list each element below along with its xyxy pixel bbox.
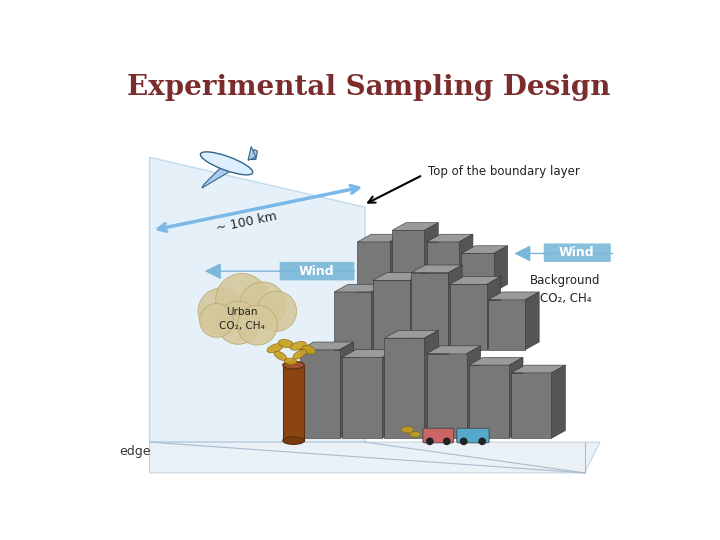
Circle shape (217, 301, 260, 345)
Circle shape (216, 273, 268, 326)
Polygon shape (248, 150, 257, 159)
Bar (427, 242, 459, 292)
FancyBboxPatch shape (456, 428, 489, 443)
Polygon shape (450, 276, 500, 284)
Text: edge: edge (119, 445, 150, 458)
Polygon shape (449, 265, 462, 354)
Ellipse shape (290, 341, 307, 350)
Polygon shape (526, 292, 539, 350)
FancyBboxPatch shape (544, 244, 611, 262)
Bar (300, 350, 340, 438)
Polygon shape (248, 146, 256, 160)
Polygon shape (459, 234, 473, 292)
Circle shape (240, 282, 286, 328)
Polygon shape (300, 342, 354, 350)
Polygon shape (494, 246, 508, 292)
Bar (392, 231, 425, 292)
Polygon shape (410, 273, 423, 354)
Text: Wind: Wind (299, 265, 335, 278)
Polygon shape (392, 222, 438, 231)
Ellipse shape (267, 343, 283, 353)
Text: Urban
CO₂, CH₄: Urban CO₂, CH₄ (219, 307, 265, 331)
Bar (469, 365, 509, 438)
Polygon shape (487, 276, 500, 350)
Text: ~ 100 km: ~ 100 km (215, 210, 279, 235)
Circle shape (198, 288, 244, 334)
Circle shape (460, 437, 467, 445)
Bar (342, 357, 382, 438)
Polygon shape (425, 330, 438, 438)
Polygon shape (150, 442, 600, 473)
Text: Wind: Wind (559, 246, 595, 259)
Circle shape (256, 291, 297, 331)
Polygon shape (372, 284, 385, 354)
Polygon shape (552, 365, 565, 438)
Ellipse shape (283, 437, 305, 444)
FancyBboxPatch shape (279, 262, 354, 280)
Ellipse shape (410, 431, 420, 437)
Bar (411, 273, 449, 354)
Text: Background
CO₂, CH₄: Background CO₂, CH₄ (530, 274, 600, 305)
Text: Experimental Sampling Design: Experimental Sampling Design (127, 75, 611, 102)
Polygon shape (411, 265, 462, 273)
Bar (462, 253, 494, 292)
Circle shape (426, 437, 433, 445)
Ellipse shape (274, 352, 287, 360)
Polygon shape (425, 222, 438, 292)
Ellipse shape (200, 152, 253, 175)
Polygon shape (427, 234, 473, 242)
Polygon shape (462, 246, 508, 253)
Bar (334, 292, 372, 354)
FancyBboxPatch shape (423, 428, 454, 443)
Ellipse shape (293, 349, 307, 359)
Polygon shape (382, 350, 396, 438)
Circle shape (478, 437, 486, 445)
Bar (373, 280, 410, 354)
Polygon shape (334, 284, 385, 292)
Circle shape (199, 303, 233, 338)
Polygon shape (488, 292, 539, 300)
Bar (488, 300, 526, 350)
Polygon shape (150, 157, 365, 442)
Polygon shape (357, 234, 404, 242)
Polygon shape (384, 330, 438, 338)
Polygon shape (340, 342, 354, 438)
Ellipse shape (283, 361, 305, 369)
Circle shape (238, 305, 277, 345)
Polygon shape (202, 166, 240, 188)
Ellipse shape (284, 358, 297, 365)
Bar (511, 373, 552, 438)
Bar (450, 284, 487, 350)
Ellipse shape (401, 427, 414, 433)
Polygon shape (467, 346, 481, 438)
Ellipse shape (278, 340, 294, 348)
Bar (283, 365, 305, 441)
Polygon shape (390, 234, 404, 292)
Polygon shape (373, 273, 423, 280)
Bar (357, 242, 390, 292)
Polygon shape (509, 357, 523, 438)
Polygon shape (342, 350, 396, 357)
Polygon shape (427, 346, 481, 354)
Bar (384, 338, 425, 438)
Text: Top of the boundary layer: Top of the boundary layer (428, 165, 580, 178)
Ellipse shape (302, 346, 315, 354)
Polygon shape (469, 357, 523, 365)
Bar (427, 354, 467, 438)
Polygon shape (511, 365, 565, 373)
Circle shape (443, 437, 451, 445)
